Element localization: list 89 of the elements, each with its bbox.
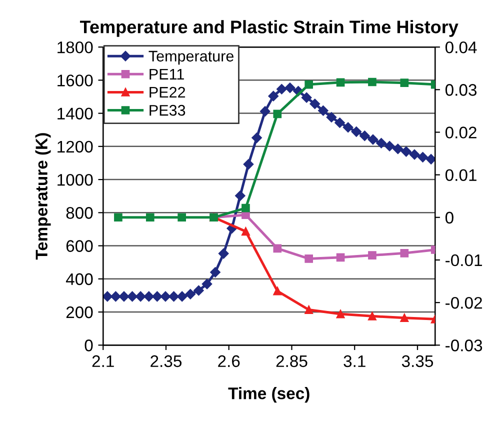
point [368, 78, 376, 86]
point [103, 291, 113, 302]
point [273, 110, 282, 118]
x-tick-label: 3.1 [344, 355, 366, 368]
point [252, 132, 262, 143]
point [114, 213, 122, 222]
point [400, 314, 409, 322]
point [304, 80, 314, 89]
point [144, 291, 154, 302]
point [178, 213, 186, 222]
point [218, 248, 229, 259]
point [400, 248, 409, 258]
y2-tick-label: 0.03 [445, 84, 477, 96]
legend-label: PE11 [150, 68, 184, 80]
point [351, 126, 362, 137]
point [301, 92, 312, 103]
y-tick-label: 1200 [58, 140, 93, 153]
point [360, 130, 370, 141]
y-tick-label: 1600 [58, 74, 93, 86]
y2-tick-label: 0.02 [445, 126, 476, 138]
legend-label: PE22 [150, 86, 186, 98]
y2-tick-label: -0.01 [446, 254, 482, 266]
point [409, 149, 420, 160]
point [368, 251, 376, 260]
point [336, 253, 345, 262]
point [176, 291, 188, 302]
point [334, 118, 345, 128]
point [242, 227, 250, 236]
point [242, 204, 250, 212]
point [118, 291, 130, 302]
point [110, 291, 121, 302]
y-tick-label: 1400 [58, 108, 93, 120]
point [368, 134, 378, 145]
y-tick-label: 200 [66, 306, 93, 318]
point [401, 146, 412, 157]
point [185, 289, 196, 300]
point [268, 90, 278, 102]
point [135, 291, 146, 302]
point [304, 306, 314, 314]
point [392, 144, 403, 154]
point [146, 213, 154, 222]
x-tick-label: 2.6 [218, 355, 240, 368]
legend-label: Temperature [148, 50, 234, 65]
point [426, 154, 436, 164]
x-tick-label: 2.1 [92, 355, 114, 367]
point [342, 122, 354, 132]
point [400, 78, 409, 87]
chart-title: Temperature and Plastic Strain Time History [80, 20, 458, 37]
y2-tick-label: 0.01 [445, 169, 476, 182]
point [418, 152, 428, 162]
y2-tick-label: -0.02 [446, 296, 482, 309]
point [310, 98, 320, 109]
point [243, 159, 254, 170]
point [368, 312, 376, 320]
point [168, 291, 179, 302]
y-tick-label: 1800 [58, 41, 93, 54]
y2-tick-label: 0 [445, 212, 454, 224]
y2-tick-label: 0.04 [445, 41, 477, 54]
y2-tick-label: -0.03 [446, 340, 482, 352]
point [160, 291, 171, 302]
point [273, 286, 282, 296]
y-tick-label: 1000 [58, 174, 93, 186]
point [318, 106, 328, 116]
point [152, 291, 162, 302]
point [336, 310, 345, 318]
point [127, 291, 138, 302]
point [336, 78, 345, 87]
x-tick-label: 2.35 [150, 355, 182, 368]
y-tick-label: 600 [66, 240, 93, 252]
y-tick-label: 800 [66, 207, 93, 219]
x-tick-label: 2.85 [276, 355, 308, 368]
point [326, 112, 337, 122]
x-axis-title: Time (sec) [228, 387, 310, 403]
point [284, 82, 296, 93]
point [273, 244, 282, 253]
legend-label: PE33 [150, 104, 186, 116]
point [235, 190, 246, 201]
point [260, 106, 270, 116]
y-axis-title: Temperature (K) [35, 133, 51, 260]
x-tick-label: 3.35 [402, 355, 434, 368]
y-tick-label: 0 [84, 340, 93, 352]
point [384, 140, 395, 152]
y-tick-label: 400 [66, 273, 93, 286]
point [194, 285, 204, 296]
point [304, 254, 314, 263]
point [202, 278, 212, 290]
point [376, 138, 386, 148]
point [276, 84, 287, 94]
point [210, 267, 220, 278]
